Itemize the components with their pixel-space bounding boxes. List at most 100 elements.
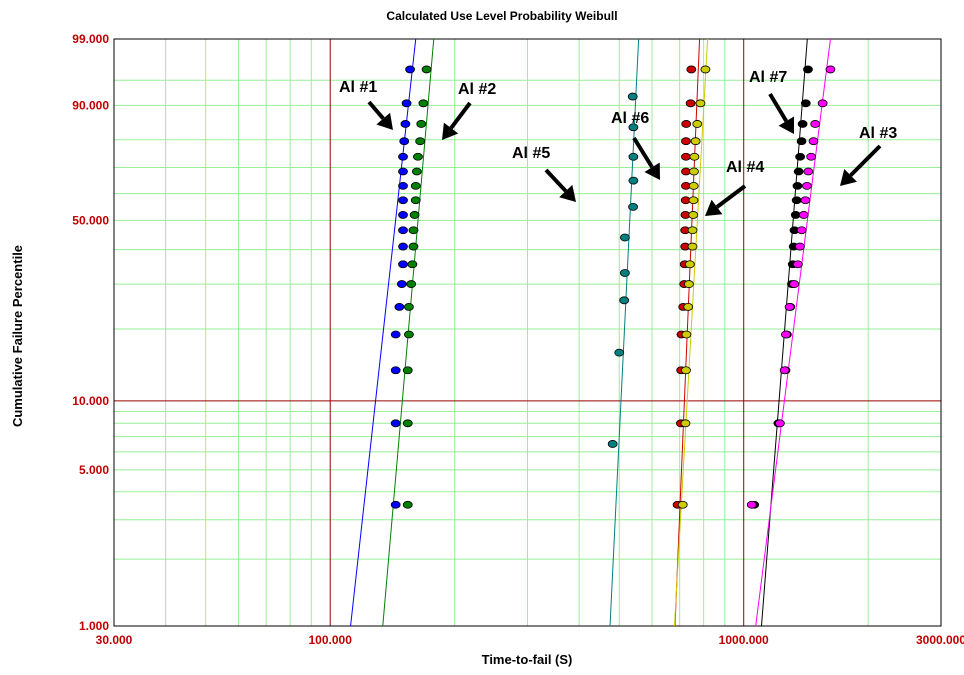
fit-line-al4	[673, 38, 709, 627]
annotation-arrow	[632, 136, 660, 180]
y-tick-label: 1.000	[79, 619, 109, 633]
data-point-al4	[688, 211, 699, 219]
data-point-al1	[398, 181, 408, 190]
data-point-al2	[404, 303, 414, 311]
data-point-al6	[685, 99, 696, 108]
data-point-al1	[398, 260, 408, 269]
annotation-label-al7: Al #7	[749, 69, 787, 86]
data-point-al2	[408, 226, 419, 235]
data-point-al4	[692, 120, 703, 128]
major-grid	[114, 39, 941, 626]
data-point-al2	[410, 181, 421, 190]
data-point-al4	[687, 226, 698, 235]
data-point-al7	[796, 137, 807, 146]
data-point-al2	[409, 211, 420, 219]
data-point-al1	[398, 211, 408, 219]
data-point-al5	[628, 202, 638, 211]
annotation-label-al3: Al #3	[859, 125, 897, 142]
data-point-al4	[688, 196, 699, 205]
data-point-al2	[410, 196, 421, 205]
data-point-al1	[398, 152, 408, 161]
arrow-shaft	[768, 92, 788, 123]
data-point-al4	[689, 152, 700, 161]
data-point-al2	[413, 152, 423, 161]
data-point-al5	[628, 152, 639, 161]
chart-title: Calculated Use Level Probability Weibull	[386, 9, 617, 23]
data-point-al3	[789, 280, 800, 288]
data-point-al2	[411, 167, 422, 176]
data-point-al4	[683, 303, 694, 311]
data-point-al2	[402, 500, 413, 509]
y-tick-label: 5.000	[79, 463, 109, 477]
data-point-al1	[399, 137, 410, 146]
fit-line-al3	[755, 38, 831, 627]
data-point-al4	[677, 500, 688, 509]
data-point-al5	[627, 92, 638, 101]
data-point-al6	[686, 65, 697, 74]
data-point-al4	[681, 366, 691, 375]
x-axis-title: Time-to-fail (S)	[482, 652, 573, 667]
data-point-al3	[781, 330, 791, 339]
arrow-shaft	[632, 136, 654, 169]
data-point-al3	[774, 419, 785, 428]
data-point-al1	[398, 167, 408, 176]
annotation-label-al5: Al #5	[512, 145, 550, 162]
data-point-al7	[803, 65, 813, 74]
data-point-al4	[681, 330, 692, 339]
x-tick-labels: 30.000 100.000 1000.000 3000.000	[96, 633, 964, 647]
x-tick-label: 100.000	[309, 633, 353, 647]
data-point-al4	[695, 99, 706, 108]
data-point-al1	[390, 500, 401, 509]
data-point-al4	[680, 419, 691, 428]
annotation-arrows	[367, 92, 882, 216]
annotation-arrow	[768, 92, 794, 134]
data-point-al1	[398, 226, 408, 235]
y-tick-label: 10.000	[72, 394, 109, 408]
data-point-al3	[795, 242, 805, 251]
arrow-head	[644, 162, 660, 180]
data-point-al1	[396, 280, 407, 288]
y-tick-label: 50.000	[72, 213, 109, 227]
data-point-al5	[628, 123, 639, 132]
data-point-al3	[825, 65, 836, 74]
data-point-al5	[628, 176, 639, 185]
arrow-shaft	[449, 101, 472, 130]
annotation-arrow	[367, 100, 393, 130]
x-tick-label: 30.000	[96, 633, 133, 647]
data-point-al6	[681, 137, 691, 146]
data-point-al5	[614, 348, 625, 357]
data-point-al3	[817, 99, 828, 108]
data-point-al5	[619, 233, 630, 242]
data-point-al3	[800, 196, 811, 205]
data-point-al4	[700, 65, 711, 74]
data-point-al7	[795, 152, 806, 161]
annotation-arrow	[705, 184, 747, 216]
data-point-al4	[684, 260, 695, 269]
data-point-al5	[607, 440, 618, 448]
y-tick-labels: 1.000 5.000 10.000 50.000 90.000 99.000	[72, 32, 109, 633]
data-point-al3	[792, 260, 803, 269]
data-point-al3	[806, 152, 817, 161]
annotation-label-al1: Al #1	[339, 79, 377, 96]
arrow-head	[442, 122, 459, 140]
data-point-al2	[408, 242, 419, 251]
data-point-al3	[746, 500, 757, 509]
arrow-shaft	[715, 184, 747, 209]
data-point-al6	[681, 120, 692, 128]
data-point-al2	[402, 419, 413, 428]
data-point-al1	[398, 196, 408, 205]
y-tick-label: 99.000	[72, 32, 109, 46]
data-point-al2	[407, 260, 418, 269]
data-point-al2	[418, 99, 429, 108]
x-tick-label: 1000.000	[719, 633, 769, 647]
series-annotations: Al #1 Al #2 Al #5 Al #6 Al #4 Al #7 Al #…	[339, 69, 897, 176]
data-point-al7	[800, 99, 811, 108]
minor-grid	[114, 39, 941, 626]
y-axis-title: Cumulative Failure Percentile	[10, 245, 25, 427]
data-point-al4	[687, 242, 698, 251]
data-point-al3	[802, 181, 812, 190]
data-point-al4	[688, 181, 699, 190]
arrow-shaft	[849, 144, 882, 177]
data-point-al1	[401, 99, 412, 108]
